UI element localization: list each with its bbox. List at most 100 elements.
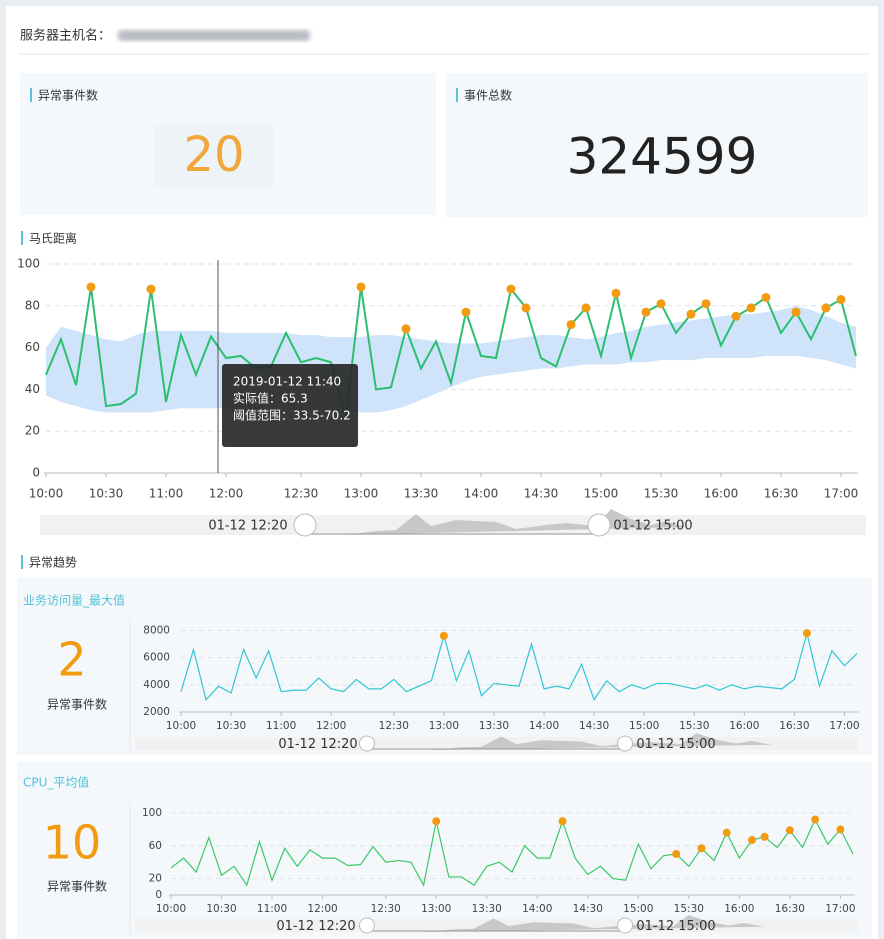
chart-card [17, 578, 872, 755]
x-tick-label: 15:00 [584, 487, 619, 501]
anomaly-point[interactable] [811, 815, 820, 824]
range-handle[interactable] [359, 917, 375, 934]
anomaly-point[interactable] [701, 299, 711, 309]
anomaly-point[interactable] [356, 282, 366, 292]
section-bar [21, 231, 23, 245]
section-bar [21, 555, 23, 569]
x-tick-label: 15:00 [629, 720, 659, 732]
card-title: 事件总数 [464, 88, 512, 103]
y-tick-label: 80 [25, 298, 40, 312]
anomaly-point[interactable] [439, 631, 448, 640]
x-tick-label: 15:30 [679, 720, 709, 732]
x-tick-label: 13:30 [404, 487, 439, 501]
anomaly-point[interactable] [86, 282, 96, 292]
x-tick-label: 14:00 [529, 720, 559, 732]
card-title: 异常事件数 [38, 88, 98, 103]
x-tick-label: 11:00 [266, 720, 296, 732]
range-end: 01-12 15:00 [636, 919, 715, 934]
y-tick-label: 2000 [143, 706, 170, 718]
anomaly-point[interactable] [581, 303, 591, 313]
x-tick-label: 14:30 [524, 487, 559, 501]
anomaly-point[interactable] [821, 303, 831, 313]
anomaly-point[interactable] [746, 303, 756, 313]
range-start: 01-12 12:20 [278, 737, 357, 752]
x-tick-label: 12:00 [316, 720, 346, 732]
anomaly-point[interactable] [461, 307, 471, 317]
x-tick-label: 14:30 [573, 903, 603, 915]
range-handle[interactable] [293, 513, 317, 537]
anomaly-point[interactable] [521, 303, 531, 313]
tooltip-line: 2019-01-12 11:40 [233, 375, 341, 389]
anomaly-point[interactable] [791, 307, 801, 317]
card-bar [456, 88, 458, 102]
x-tick-label: 11:00 [149, 487, 184, 501]
anomaly-point[interactable] [672, 850, 681, 858]
anomaly-point[interactable] [401, 324, 411, 334]
anomaly-point[interactable] [722, 828, 731, 837]
anomaly-point[interactable] [656, 299, 666, 309]
anomaly-point[interactable] [731, 311, 741, 321]
chart-title: CPU_平均值 [23, 775, 89, 790]
anomaly-point[interactable] [432, 817, 441, 826]
range-handle[interactable] [617, 917, 633, 934]
x-tick-label: 10:30 [216, 720, 246, 732]
x-tick-label: 16:00 [729, 720, 759, 732]
y-tick-label: 40 [25, 382, 40, 396]
x-tick-label: 17:00 [825, 903, 855, 915]
range-handle[interactable] [617, 735, 633, 752]
range-handle[interactable] [587, 513, 611, 537]
anomaly-point[interactable] [836, 825, 845, 834]
anomaly-point[interactable] [760, 832, 769, 841]
anomaly-count: 10 [43, 816, 102, 870]
x-tick-label: 12:30 [371, 903, 401, 915]
anomaly-point[interactable] [747, 836, 756, 845]
anomaly-point[interactable] [802, 629, 811, 638]
anomaly-point[interactable] [686, 309, 696, 319]
y-tick-label: 0 [32, 466, 40, 480]
anomaly-point[interactable] [558, 817, 567, 826]
x-tick-label: 17:00 [829, 720, 859, 732]
x-tick-label: 13:30 [479, 720, 509, 732]
card-value-bg [154, 125, 274, 187]
range-start: 01-12 12:20 [276, 919, 355, 934]
anomaly-point[interactable] [611, 288, 621, 298]
anomaly-point[interactable] [506, 284, 516, 294]
x-tick-label: 12:30 [284, 487, 319, 501]
host-label: 服务器主机名： [20, 28, 111, 44]
x-tick-label: 17:00 [824, 487, 859, 501]
anomaly-point[interactable] [761, 292, 771, 302]
x-tick-label: 13:30 [472, 903, 502, 915]
y-tick-label: 8000 [143, 624, 170, 636]
anomaly-point[interactable] [697, 844, 706, 853]
x-tick-label: 14:30 [579, 720, 609, 732]
x-tick-label: 16:30 [764, 487, 799, 501]
tooltip-line: 阈值范围：33.5-70.2 [233, 408, 351, 423]
y-tick-label: 0 [155, 889, 162, 901]
range-end: 01-12 15:00 [613, 519, 692, 534]
host-blurred [118, 30, 310, 41]
anomaly-count-label: 异常事件数 [47, 697, 107, 712]
range-end: 01-12 15:00 [636, 737, 715, 752]
anomaly-point[interactable] [785, 826, 794, 835]
anomaly-point[interactable] [836, 295, 846, 305]
range-handle[interactable] [359, 735, 375, 752]
y-tick-label: 6000 [143, 652, 170, 664]
card-bar [30, 88, 32, 102]
x-tick-label: 16:00 [724, 903, 754, 915]
anomaly-point[interactable] [641, 307, 651, 317]
x-tick-label: 12:30 [379, 720, 409, 732]
x-tick-label: 16:30 [779, 720, 809, 732]
x-tick-label: 12:00 [209, 487, 244, 501]
tooltip-line: 实际值：65.3 [233, 391, 308, 406]
anomaly-point[interactable] [146, 284, 156, 294]
tooltip [222, 364, 358, 447]
x-tick-label: 10:30 [89, 487, 124, 501]
card [446, 73, 868, 217]
anomaly-point[interactable] [566, 320, 576, 330]
card-value: 324599 [567, 128, 758, 186]
series-line [45, 286, 857, 417]
chart-card [17, 762, 872, 939]
range-preview [423, 915, 764, 932]
x-tick-label: 14:00 [464, 487, 499, 501]
